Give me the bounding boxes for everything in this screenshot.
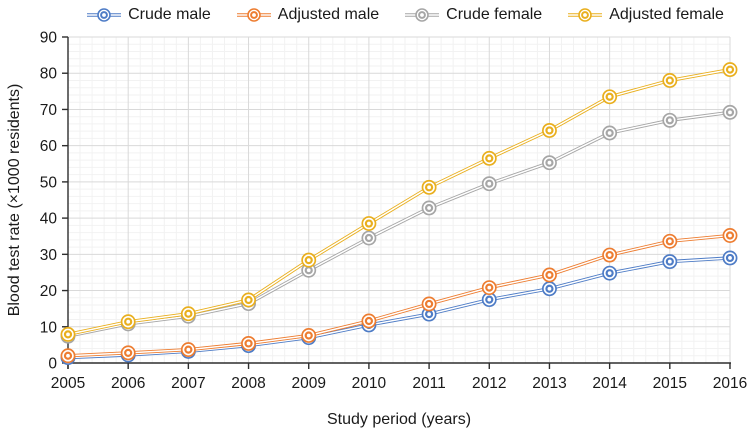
data-point-marker-inner bbox=[485, 295, 494, 304]
y-tick-label: 10 bbox=[40, 319, 58, 336]
data-point-marker-inner bbox=[605, 250, 614, 260]
x-tick-label: 2015 bbox=[653, 375, 687, 392]
x-tick-label: 2011 bbox=[412, 375, 445, 392]
data-point-marker-inner bbox=[424, 203, 434, 213]
line-marker-icon bbox=[405, 8, 440, 22]
y-tick-label: 20 bbox=[40, 283, 58, 300]
line-marker-icon bbox=[87, 8, 122, 22]
legend-item-crude-female: Crude female bbox=[405, 7, 542, 23]
x-axis-title: Study period (years) bbox=[326, 411, 472, 428]
data-point-marker-inner bbox=[605, 269, 614, 278]
data-point-marker-inner bbox=[184, 309, 193, 318]
x-tick-label: 2005 bbox=[51, 375, 85, 392]
data-point-marker-inner bbox=[485, 154, 494, 163]
data-point-marker-inner bbox=[725, 231, 735, 240]
data-point-marker-inner bbox=[545, 284, 554, 293]
data-point-marker-inner bbox=[424, 299, 434, 309]
series-line-core bbox=[67, 234, 731, 357]
legend-item-crude-male: Crude male bbox=[87, 7, 211, 23]
data-point-marker-inner bbox=[424, 183, 434, 192]
data-point-marker-inner bbox=[124, 348, 133, 357]
y-tick-label: 60 bbox=[40, 138, 58, 155]
data-point-marker-inner bbox=[63, 351, 73, 360]
data-point-marker-inner bbox=[244, 295, 253, 305]
x-tick-label: 2016 bbox=[713, 375, 747, 392]
data-point-marker-inner bbox=[485, 283, 494, 292]
line-marker-icon bbox=[236, 8, 271, 22]
data-point-marker-inner bbox=[665, 257, 674, 266]
data-point-marker-inner bbox=[665, 116, 674, 125]
data-point-marker-inner bbox=[545, 158, 554, 167]
legend-label: Adjusted female bbox=[609, 6, 724, 23]
data-point-marker-inner bbox=[725, 253, 735, 263]
data-point-marker-inner bbox=[605, 128, 614, 138]
data-point-marker-inner bbox=[184, 345, 193, 354]
data-point-marker-inner bbox=[304, 331, 313, 340]
data-point-marker-inner bbox=[304, 256, 313, 265]
series-line-core bbox=[67, 68, 731, 336]
y-axis-title: Blood test rate (×1000 residents) bbox=[6, 83, 23, 317]
x-tick-label: 2009 bbox=[291, 375, 325, 392]
x-tick-label: 2014 bbox=[592, 375, 627, 392]
x-tick-label: 2010 bbox=[352, 375, 387, 392]
data-point-marker-inner bbox=[364, 219, 374, 228]
y-tick-label: 80 bbox=[40, 66, 58, 83]
data-point-marker-inner bbox=[364, 316, 374, 326]
data-point-marker-inner bbox=[725, 65, 735, 74]
series-line-core bbox=[67, 257, 731, 359]
data-point-marker-inner bbox=[485, 179, 494, 188]
series-line-adjusted-male bbox=[67, 233, 731, 358]
data-point-marker-inner bbox=[424, 310, 434, 319]
data-point-marker-inner bbox=[605, 92, 614, 101]
legend-label: Adjusted male bbox=[277, 6, 380, 23]
data-point-marker-inner bbox=[545, 270, 554, 280]
data-point-marker-inner bbox=[124, 317, 133, 326]
x-tick-label: 2006 bbox=[111, 375, 145, 392]
data-point-marker-inner bbox=[665, 76, 674, 85]
legend-label: Crude male bbox=[128, 6, 211, 23]
x-tick-label: 2013 bbox=[532, 375, 566, 392]
data-point-marker-inner bbox=[665, 237, 674, 246]
data-point-marker-inner bbox=[725, 108, 735, 117]
line-marker-icon bbox=[568, 8, 603, 22]
x-tick-label: 2008 bbox=[231, 375, 265, 392]
data-point-marker-inner bbox=[63, 330, 73, 339]
y-tick-label: 40 bbox=[40, 211, 58, 228]
y-tick-label: 90 bbox=[40, 30, 58, 47]
y-tick-label: 70 bbox=[40, 102, 58, 119]
series-line-core bbox=[67, 111, 731, 337]
chart-legend: Crude male Adjusted male Crude female bbox=[60, 2, 751, 28]
data-point-marker-inner bbox=[304, 266, 313, 275]
y-tick-label: 30 bbox=[40, 247, 58, 264]
legend-label: Crude female bbox=[446, 6, 543, 23]
y-tick-label: 50 bbox=[40, 174, 58, 191]
legend-item-adjusted-male: Adjusted male bbox=[236, 6, 380, 23]
x-tick-label: 2007 bbox=[171, 375, 205, 392]
y-tick-label: 0 bbox=[48, 356, 57, 373]
legend-item-adjusted-female: Adjusted female bbox=[568, 7, 724, 23]
x-tick-label: 2012 bbox=[472, 375, 506, 392]
data-point-marker-inner bbox=[545, 126, 554, 135]
series-line-crude-male bbox=[67, 256, 731, 360]
data-point-marker-inner bbox=[364, 233, 374, 243]
data-point-marker-inner bbox=[244, 339, 253, 348]
